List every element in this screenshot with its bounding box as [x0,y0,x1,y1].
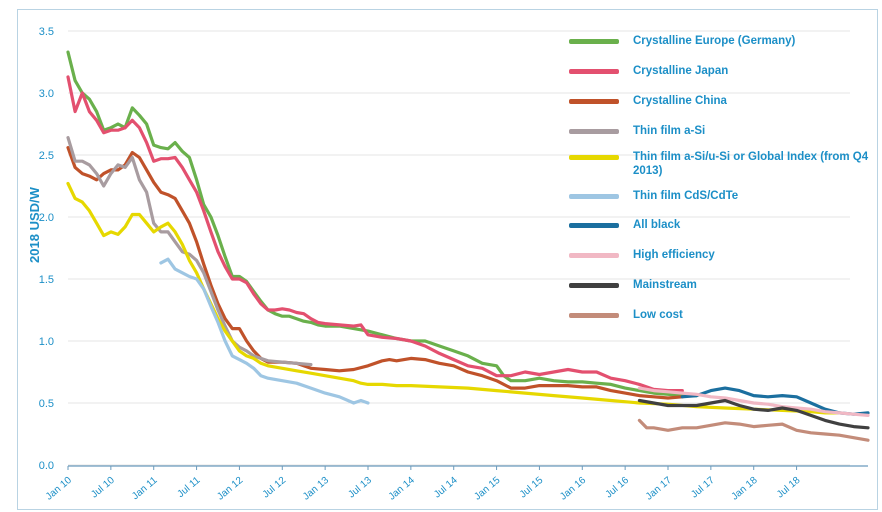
legend-swatch [569,313,619,318]
x-tick-label: Jul 11 [176,475,203,500]
series-line-7 [637,386,870,417]
series-line-2 [66,146,684,400]
x-tick-label: Jul 15 [518,475,546,501]
legend-label: Mainstream [633,279,697,291]
x-tick-label: Jan 17 [644,475,674,503]
legend-label: Low cost [633,309,683,321]
x-tick-label: Jul 12 [261,475,289,501]
legend-swatch [569,99,619,104]
x-tick-label: Jul 14 [432,475,460,501]
legend-label: Crystalline China [633,95,727,107]
x-tick-label: Jul 18 [775,475,803,501]
x-tick-label: Jan 15 [472,475,502,503]
x-tick-label: Jan 11 [130,475,160,503]
legend-swatch [569,253,619,258]
series-line-4 [66,181,842,415]
legend-swatch [569,155,619,160]
series-line-0 [66,50,699,398]
series-lines [66,50,870,442]
series-line-5 [159,257,370,405]
y-tick-label: 1.0 [39,336,54,348]
series-line-9 [637,418,870,442]
series-line-1 [66,75,684,393]
legend-label: All black [633,219,681,231]
x-tick-label: Jan 10 [44,475,74,503]
chart-border [17,9,878,510]
y-tick-label: 3.0 [39,88,54,100]
legend-swatch [569,283,619,288]
x-tick-label: Jan 18 [730,475,760,503]
y-tick-label: 0.0 [39,460,54,472]
x-tick-label: Jul 13 [346,475,374,501]
x-tick-label: Jan 14 [387,475,417,503]
x-tick-label: Jul 16 [604,475,632,501]
legend-label: High efficiency [633,249,715,261]
x-tick-label: Jan 16 [558,475,588,503]
x-tick-label: Jan 13 [301,475,331,503]
y-tick-label: 1.5 [39,274,54,286]
legend-swatch [569,129,619,134]
y-tick-label: 3.5 [39,26,54,38]
legend-swatch [569,69,619,74]
x-tick-label: Jul 17 [689,475,717,501]
legend-swatch [569,223,619,228]
legend-swatch [569,39,619,44]
x-tick-label: Jul 10 [89,475,117,501]
legend-label: Thin film CdS/CdTe [633,190,739,202]
y-tick-label: 2.0 [39,212,54,224]
legend-swatch [569,194,619,199]
series-line-8 [637,398,870,430]
y-axis-label: 2018 USD/W [27,186,42,263]
legend-label: Thin film a-Si [633,125,706,137]
legend-label: Crystalline Europe (Germany) [633,35,796,47]
series-line-3 [66,136,313,367]
y-tick-label: 0.5 [39,398,54,410]
legend-label: Crystalline Japan [633,65,729,77]
y-tick-label: 2.5 [39,150,54,162]
x-tick-label: Jan 12 [215,475,245,503]
legend-label: Thin film a-Si/u-Si or Global Index (fro… [633,151,869,177]
